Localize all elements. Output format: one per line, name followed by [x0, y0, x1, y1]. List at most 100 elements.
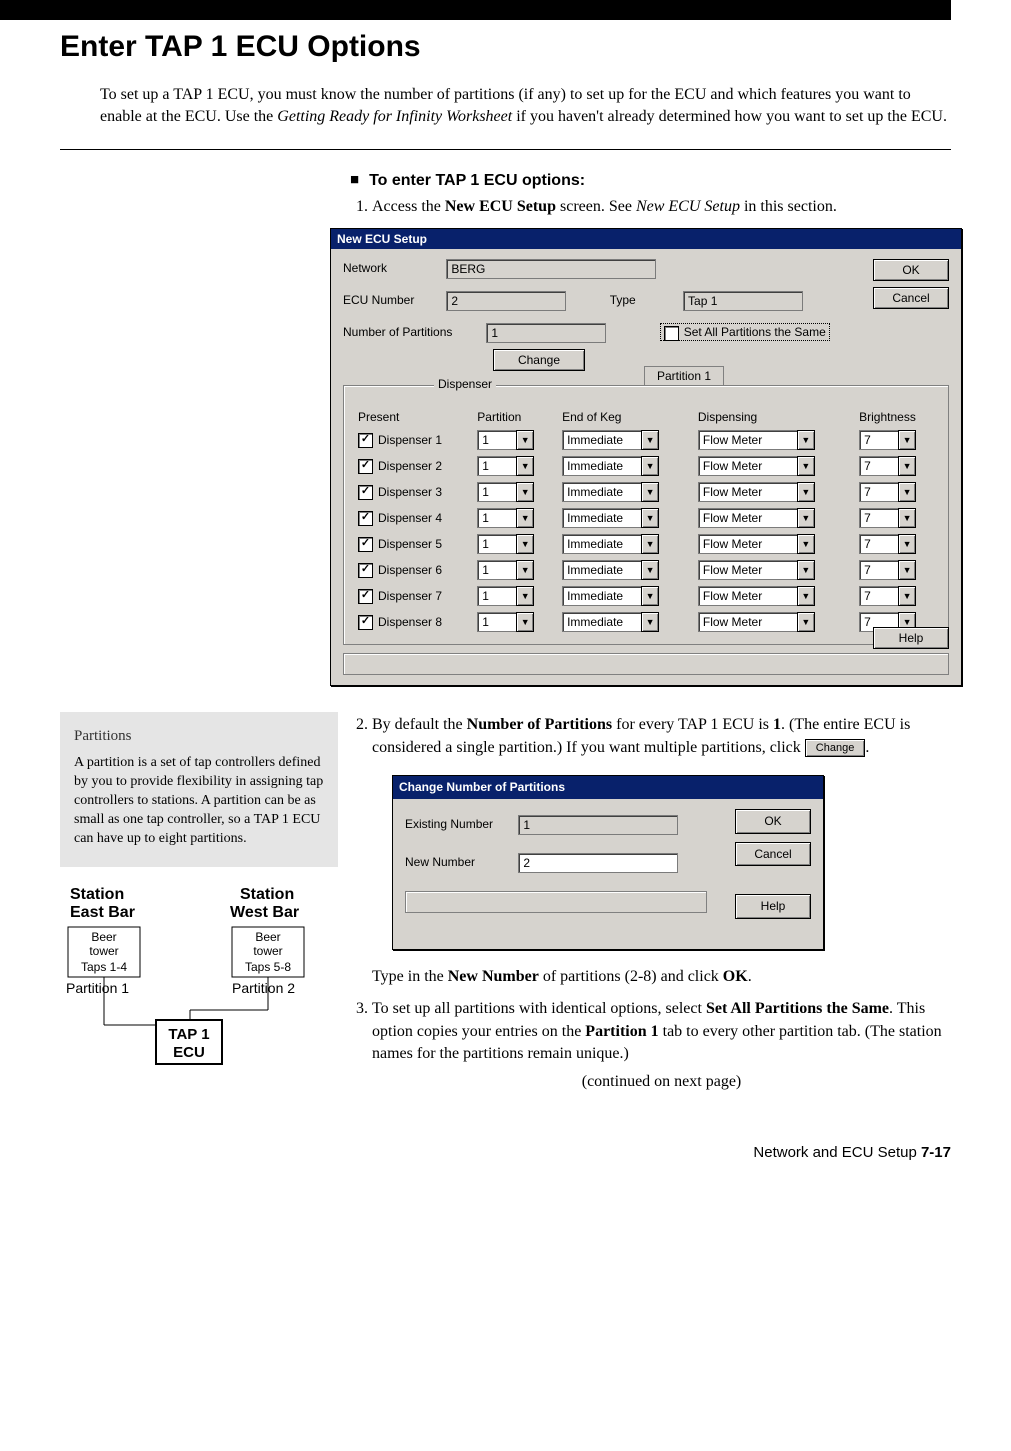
chevron-down-icon[interactable]: ▼ — [898, 430, 916, 450]
dlg2-cancel-button[interactable]: Cancel — [735, 842, 811, 867]
dispensing-dropdown[interactable]: Flow Meter▼ — [698, 430, 815, 450]
chevron-down-icon[interactable]: ▼ — [797, 534, 815, 554]
present-checkbox[interactable]: ✓ — [358, 537, 373, 552]
present-checkbox[interactable]: ✓ — [358, 433, 373, 448]
chevron-down-icon[interactable]: ▼ — [516, 612, 534, 632]
dispensing-dropdown[interactable]: Flow Meter▼ — [698, 482, 815, 502]
chevron-down-icon[interactable]: ▼ — [898, 508, 916, 528]
s2b: Number of Partitions — [467, 716, 612, 733]
brightness-dropdown[interactable]: 7▼ — [859, 456, 916, 476]
present-checkbox[interactable]: ✓ — [358, 511, 373, 526]
h-dispensing: Dispensing — [694, 408, 853, 426]
dlg2-titlebar: Change Number of Partitions — [393, 776, 823, 799]
chevron-down-icon[interactable]: ▼ — [516, 560, 534, 580]
chevron-down-icon[interactable]: ▼ — [641, 534, 659, 554]
present-checkbox[interactable]: ✓ — [358, 485, 373, 500]
divider — [60, 149, 951, 150]
present-checkbox[interactable]: ✓ — [358, 459, 373, 474]
endofkeg-dropdown[interactable]: Immediate▼ — [562, 508, 659, 528]
dispensing-dropdown[interactable]: Flow Meter▼ — [698, 586, 815, 606]
endofkeg-dropdown[interactable]: Immediate▼ — [562, 482, 659, 502]
chevron-down-icon[interactable]: ▼ — [797, 560, 815, 580]
dispensing-dropdown[interactable]: Flow Meter▼ — [698, 508, 815, 528]
ok-button[interactable]: OK — [873, 259, 949, 281]
partition-diagram: Station East Bar Station West Bar Beer t… — [60, 885, 330, 1075]
brightness-dropdown[interactable]: 7▼ — [859, 560, 916, 580]
brightness-dropdown[interactable]: 7▼ — [859, 586, 916, 606]
partition-dropdown[interactable]: 1▼ — [477, 508, 534, 528]
chevron-down-icon[interactable]: ▼ — [641, 430, 659, 450]
chevron-down-icon[interactable]: ▼ — [641, 612, 659, 632]
partition-dropdown[interactable]: 1▼ — [477, 586, 534, 606]
endofkeg-dropdown[interactable]: Immediate▼ — [562, 456, 659, 476]
brightness-dropdown[interactable]: 7▼ — [859, 482, 916, 502]
brightness-dropdown[interactable]: 7▼ — [859, 430, 916, 450]
chevron-down-icon[interactable]: ▼ — [898, 456, 916, 476]
partition-1-tab[interactable]: Partition 1 — [644, 366, 724, 385]
chevron-down-icon[interactable]: ▼ — [641, 586, 659, 606]
s3b: Set All Partitions the Same — [706, 1000, 889, 1017]
brightness-dropdown[interactable]: 7▼ — [859, 534, 916, 554]
table-row: ✓Dispenser 81▼Immediate▼Flow Meter▼7▼ — [354, 610, 938, 634]
chevron-down-icon[interactable]: ▼ — [797, 586, 815, 606]
partition-dropdown[interactable]: 1▼ — [477, 612, 534, 632]
endofkeg-dropdown[interactable]: Immediate▼ — [562, 430, 659, 450]
s3a: To set up all partitions with identical … — [372, 1000, 706, 1017]
help-button[interactable]: Help — [873, 627, 949, 649]
partition-dropdown[interactable]: 1▼ — [477, 482, 534, 502]
chevron-down-icon[interactable]: ▼ — [797, 456, 815, 476]
chevron-down-icon[interactable]: ▼ — [516, 482, 534, 502]
network-field: BERG — [446, 259, 656, 279]
dlg2-help-button[interactable]: Help — [735, 894, 811, 919]
endofkeg-dropdown[interactable]: Immediate▼ — [562, 612, 659, 632]
chevron-down-icon[interactable]: ▼ — [641, 560, 659, 580]
chevron-down-icon[interactable]: ▼ — [797, 482, 815, 502]
chevron-down-icon[interactable]: ▼ — [898, 560, 916, 580]
brightness-dropdown[interactable]: 7▼ — [859, 508, 916, 528]
partition-dropdown[interactable]: 1▼ — [477, 430, 534, 450]
chevron-down-icon[interactable]: ▼ — [797, 612, 815, 632]
dlg2-ok-button[interactable]: OK — [735, 809, 811, 834]
chevron-down-icon[interactable]: ▼ — [898, 586, 916, 606]
set-all-partitions-option[interactable]: Set All Partitions the Same — [660, 323, 830, 341]
status-bar — [343, 653, 949, 675]
chevron-down-icon[interactable]: ▼ — [898, 482, 916, 502]
chevron-down-icon[interactable]: ▼ — [797, 430, 815, 450]
new-number-field[interactable]: 2 — [518, 853, 678, 873]
step1-e: in this section. — [740, 198, 837, 215]
chevron-down-icon[interactable]: ▼ — [516, 534, 534, 554]
chevron-down-icon[interactable]: ▼ — [898, 534, 916, 554]
present-checkbox[interactable]: ✓ — [358, 589, 373, 604]
endofkeg-dropdown[interactable]: Immediate▼ — [562, 534, 659, 554]
cancel-button[interactable]: Cancel — [873, 287, 949, 309]
present-checkbox[interactable]: ✓ — [358, 615, 373, 630]
chevron-down-icon[interactable]: ▼ — [516, 456, 534, 476]
dispensing-dropdown[interactable]: Flow Meter▼ — [698, 456, 815, 476]
endofkeg-dropdown[interactable]: Immediate▼ — [562, 586, 659, 606]
dispensing-dropdown[interactable]: Flow Meter▼ — [698, 534, 815, 554]
h-eok: End of Keg — [558, 408, 692, 426]
chevron-down-icon[interactable]: ▼ — [516, 586, 534, 606]
chevron-down-icon[interactable]: ▼ — [516, 508, 534, 528]
chevron-down-icon[interactable]: ▼ — [641, 456, 659, 476]
continued-note: (continued on next page) — [372, 1071, 951, 1093]
change-button[interactable]: Change — [493, 349, 585, 371]
svg-text:Beer: Beer — [255, 930, 280, 944]
existing-label: Existing Number — [405, 816, 515, 833]
chevron-down-icon[interactable]: ▼ — [641, 482, 659, 502]
set-all-checkbox[interactable] — [664, 326, 679, 341]
dispensing-dropdown[interactable]: Flow Meter▼ — [698, 560, 815, 580]
step2-tail: Type in the New Number of partitions (2-… — [372, 966, 951, 988]
present-checkbox[interactable]: ✓ — [358, 563, 373, 578]
chevron-down-icon[interactable]: ▼ — [797, 508, 815, 528]
step1-c: screen. See — [556, 198, 636, 215]
chevron-down-icon[interactable]: ▼ — [641, 508, 659, 528]
endofkeg-dropdown[interactable]: Immediate▼ — [562, 560, 659, 580]
inline-change-button[interactable]: Change — [805, 739, 866, 757]
dispensing-dropdown[interactable]: Flow Meter▼ — [698, 612, 815, 632]
type-field: Tap 1 — [683, 291, 803, 311]
partition-dropdown[interactable]: 1▼ — [477, 534, 534, 554]
partition-dropdown[interactable]: 1▼ — [477, 456, 534, 476]
chevron-down-icon[interactable]: ▼ — [516, 430, 534, 450]
partition-dropdown[interactable]: 1▼ — [477, 560, 534, 580]
